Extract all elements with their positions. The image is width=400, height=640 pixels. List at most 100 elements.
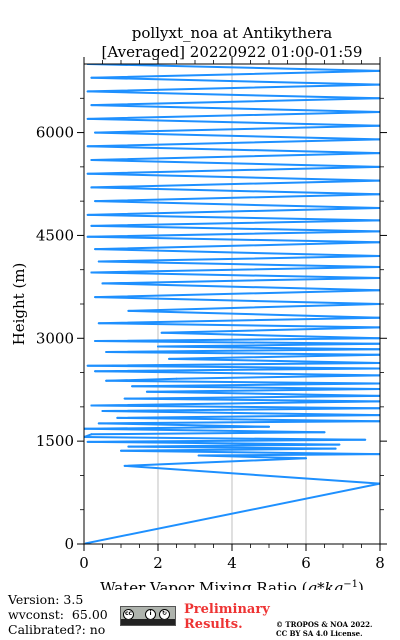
profile-segment: [127, 309, 380, 319]
profile-segment: [84, 427, 326, 434]
profile-segment: [160, 326, 380, 334]
cc-logo-band: [121, 619, 175, 625]
x-axis-label: Water Vapor Mixing Ratio (g*kg−1): [100, 579, 364, 590]
profile-segment: [94, 337, 380, 343]
profile-point: [97, 322, 100, 325]
cc-by-sa-logo-icon: cc i ↻: [120, 606, 176, 626]
profile-segment: [97, 316, 380, 325]
profile-point: [364, 438, 367, 441]
profile-segment: [94, 241, 380, 251]
profile-point: [105, 351, 108, 353]
profile-segment: [101, 276, 380, 285]
profile-segment: [86, 83, 380, 93]
profile-point: [86, 213, 89, 216]
profile-segment: [168, 357, 380, 364]
profile-point: [97, 260, 100, 263]
profile-point: [90, 104, 93, 107]
x-axis-label-close: ): [358, 579, 364, 590]
profile-segment: [94, 248, 380, 257]
profile-point: [90, 224, 93, 227]
profile-segment: [86, 165, 380, 175]
profile-point: [86, 90, 89, 93]
license-line1: © TROPOS & NOA 2022.: [276, 620, 373, 629]
profile-segment: [105, 379, 380, 385]
profile-segment: [101, 282, 380, 292]
profile-segment: [168, 353, 380, 360]
x-tick-label: 8: [375, 554, 385, 572]
profile-segment: [97, 322, 380, 329]
chart-title-line1: pollyxt_noa at Antikythera: [132, 24, 332, 42]
y-tick-label: 0: [64, 535, 74, 553]
profile-point: [90, 186, 93, 189]
profile-point: [338, 443, 341, 446]
profile-point: [86, 117, 89, 120]
profile-segment: [86, 172, 380, 182]
x-axis-label-exp: −1: [343, 579, 358, 590]
profile-segment: [86, 213, 380, 222]
preliminary-line2: Results.: [184, 617, 243, 632]
profile-point: [86, 235, 89, 238]
profile-point: [97, 422, 100, 425]
profile-segment: [90, 219, 380, 227]
profile-segment: [90, 271, 380, 279]
y-tick-label: 1500: [36, 432, 74, 450]
profile-point: [94, 296, 96, 299]
profile-segment: [105, 348, 380, 353]
chart-title-line2: [Averaged] 20220922 01:00-01:59: [102, 43, 363, 61]
profile-point: [90, 271, 93, 274]
profile-segment: [116, 414, 380, 419]
wv-mixing-ratio-chart: pollyxt_noa at Antikythera [Averaged] 20…: [10, 24, 387, 590]
profile-point: [160, 331, 163, 334]
profile-point: [101, 410, 104, 412]
profile-segment: [123, 464, 380, 485]
axis-ticks: 0 2 4 6 8 0 1500 3000 4500 6000: [36, 57, 387, 572]
x-tick-label: 4: [227, 554, 237, 572]
preliminary-line1: Preliminary: [184, 602, 270, 617]
profile-point: [86, 364, 89, 367]
profile-segment: [86, 230, 380, 238]
profile-point: [90, 433, 93, 436]
profile-segment: [86, 235, 380, 244]
license-line2: CC BY SA 4.0 License.: [276, 629, 363, 638]
profile-point: [90, 404, 93, 407]
profile-segment: [90, 404, 380, 410]
profile-point: [168, 357, 171, 360]
profile-point: [94, 370, 96, 373]
x-tick-label: 2: [153, 554, 163, 572]
profile-point: [157, 345, 159, 348]
profile-point: [127, 445, 130, 448]
profile-segment: [86, 64, 380, 72]
profile-segment: [86, 111, 380, 120]
profile-point: [94, 200, 96, 203]
profile-point: [94, 131, 96, 134]
preliminary-results-note: Preliminary Results.: [184, 602, 270, 632]
profile-point: [101, 282, 104, 285]
profile-segment: [84, 433, 93, 439]
profile-segment: [145, 390, 380, 397]
profile-point: [334, 447, 337, 450]
profile-segment: [84, 482, 380, 544]
profile-segment: [97, 260, 380, 268]
wvconst-text: wvconst: 65.00: [8, 607, 108, 622]
profile-segment: [86, 138, 380, 148]
y-tick-label: 3000: [36, 329, 74, 347]
profile-segment: [90, 152, 380, 161]
profile-point: [305, 457, 307, 460]
profile-segment: [94, 200, 380, 209]
y-axis-label: Height (m): [10, 263, 28, 346]
profile-segment: [90, 265, 380, 274]
profile-point: [197, 454, 200, 457]
profile-segment: [94, 296, 380, 305]
profile-segment: [86, 90, 380, 100]
profile-segment: [94, 289, 380, 299]
profile-point: [116, 416, 119, 419]
profile-segment: [86, 117, 380, 127]
profile-segment: [94, 193, 380, 203]
profile-segment: [90, 186, 380, 196]
profile-segment: [90, 97, 380, 107]
profile-segment: [127, 303, 380, 312]
profile-segment: [90, 69, 380, 79]
y-tick-label: 6000: [36, 124, 74, 142]
version-text: Version: 3.5: [8, 592, 84, 607]
profile-segment: [160, 331, 380, 340]
